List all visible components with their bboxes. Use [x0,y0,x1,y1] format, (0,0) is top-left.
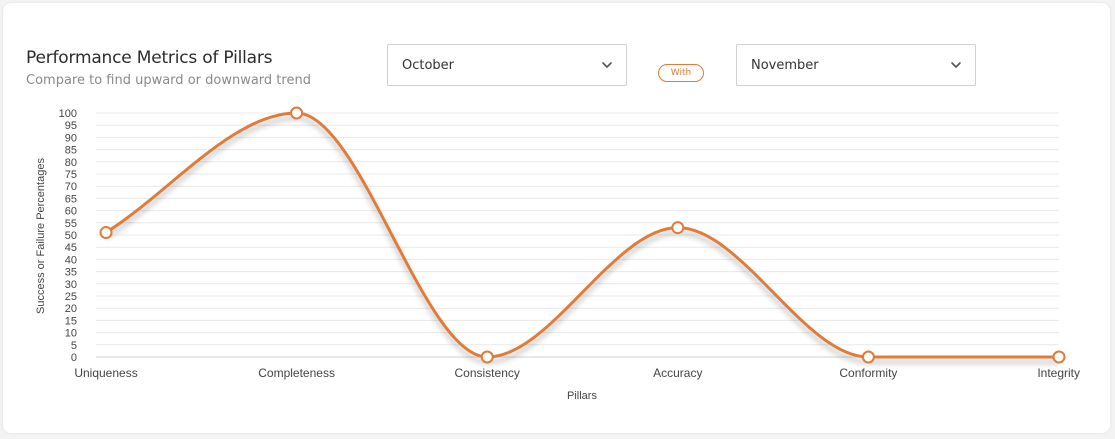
y-axis-title: Success or Failure Percentages [35,158,47,314]
data-point-integrity[interactable] [1052,350,1066,364]
chevron-down-icon [951,62,961,68]
x-tick-label: Completeness [258,366,335,380]
chart-title: Performance Metrics of Pillars [26,48,273,68]
x-tick-label: Uniqueness [74,366,137,380]
y-tick-label: 95 [65,120,77,132]
y-tick-label: 30 [65,279,77,291]
y-tick-label: 70 [65,181,77,193]
data-point-accuracy[interactable] [671,221,685,235]
x-tick-label: Accuracy [653,366,702,380]
y-tick-label: 60 [65,206,77,218]
y-tick-label: 45 [65,242,77,254]
data-point-conformity[interactable] [861,350,875,364]
y-tick-label: 20 [65,303,77,315]
with-badge: With [658,64,704,82]
month-b-select[interactable]: November [736,44,976,86]
data-point-completeness[interactable] [290,106,304,120]
y-tick-label: 100 [59,108,77,120]
y-tick-label: 35 [65,267,77,279]
y-tick-label: 65 [65,193,77,205]
y-tick-label: 15 [65,315,77,327]
month-a-value: October [402,58,455,73]
y-tick-label: 90 [65,132,77,144]
y-tick-label: 40 [65,254,77,266]
y-tick-label: 55 [65,218,77,230]
y-tick-label: 5 [71,340,77,352]
series-layer [99,106,1066,364]
y-axis-ticks: 0510152025303540455055606570758085909510… [59,108,77,364]
month-a-select[interactable]: October [387,44,627,86]
x-tick-label: Integrity [1037,366,1080,380]
y-tick-label: 10 [65,328,77,340]
y-tick-label: 85 [65,145,77,157]
y-tick-label: 75 [65,169,77,181]
y-tick-label: 25 [65,291,77,303]
y-tick-label: 50 [65,230,77,242]
y-tick-label: 0 [71,352,77,364]
data-point-consistency[interactable] [480,350,494,364]
data-point-uniqueness[interactable] [99,226,113,240]
y-tick-label: 80 [65,157,77,169]
x-tick-label: Consistency [455,366,520,380]
x-axis-title: Pillars [567,390,597,402]
x-axis-ticks: Uniqueness Completeness Consistency Accurac… [74,366,1080,380]
chart-subtitle: Compare to find upward or downward trend [26,73,311,88]
chevron-down-icon [602,62,612,68]
month-b-value: November [751,58,819,73]
grid-lines [96,112,1059,358]
x-tick-label: Conformity [839,366,897,380]
